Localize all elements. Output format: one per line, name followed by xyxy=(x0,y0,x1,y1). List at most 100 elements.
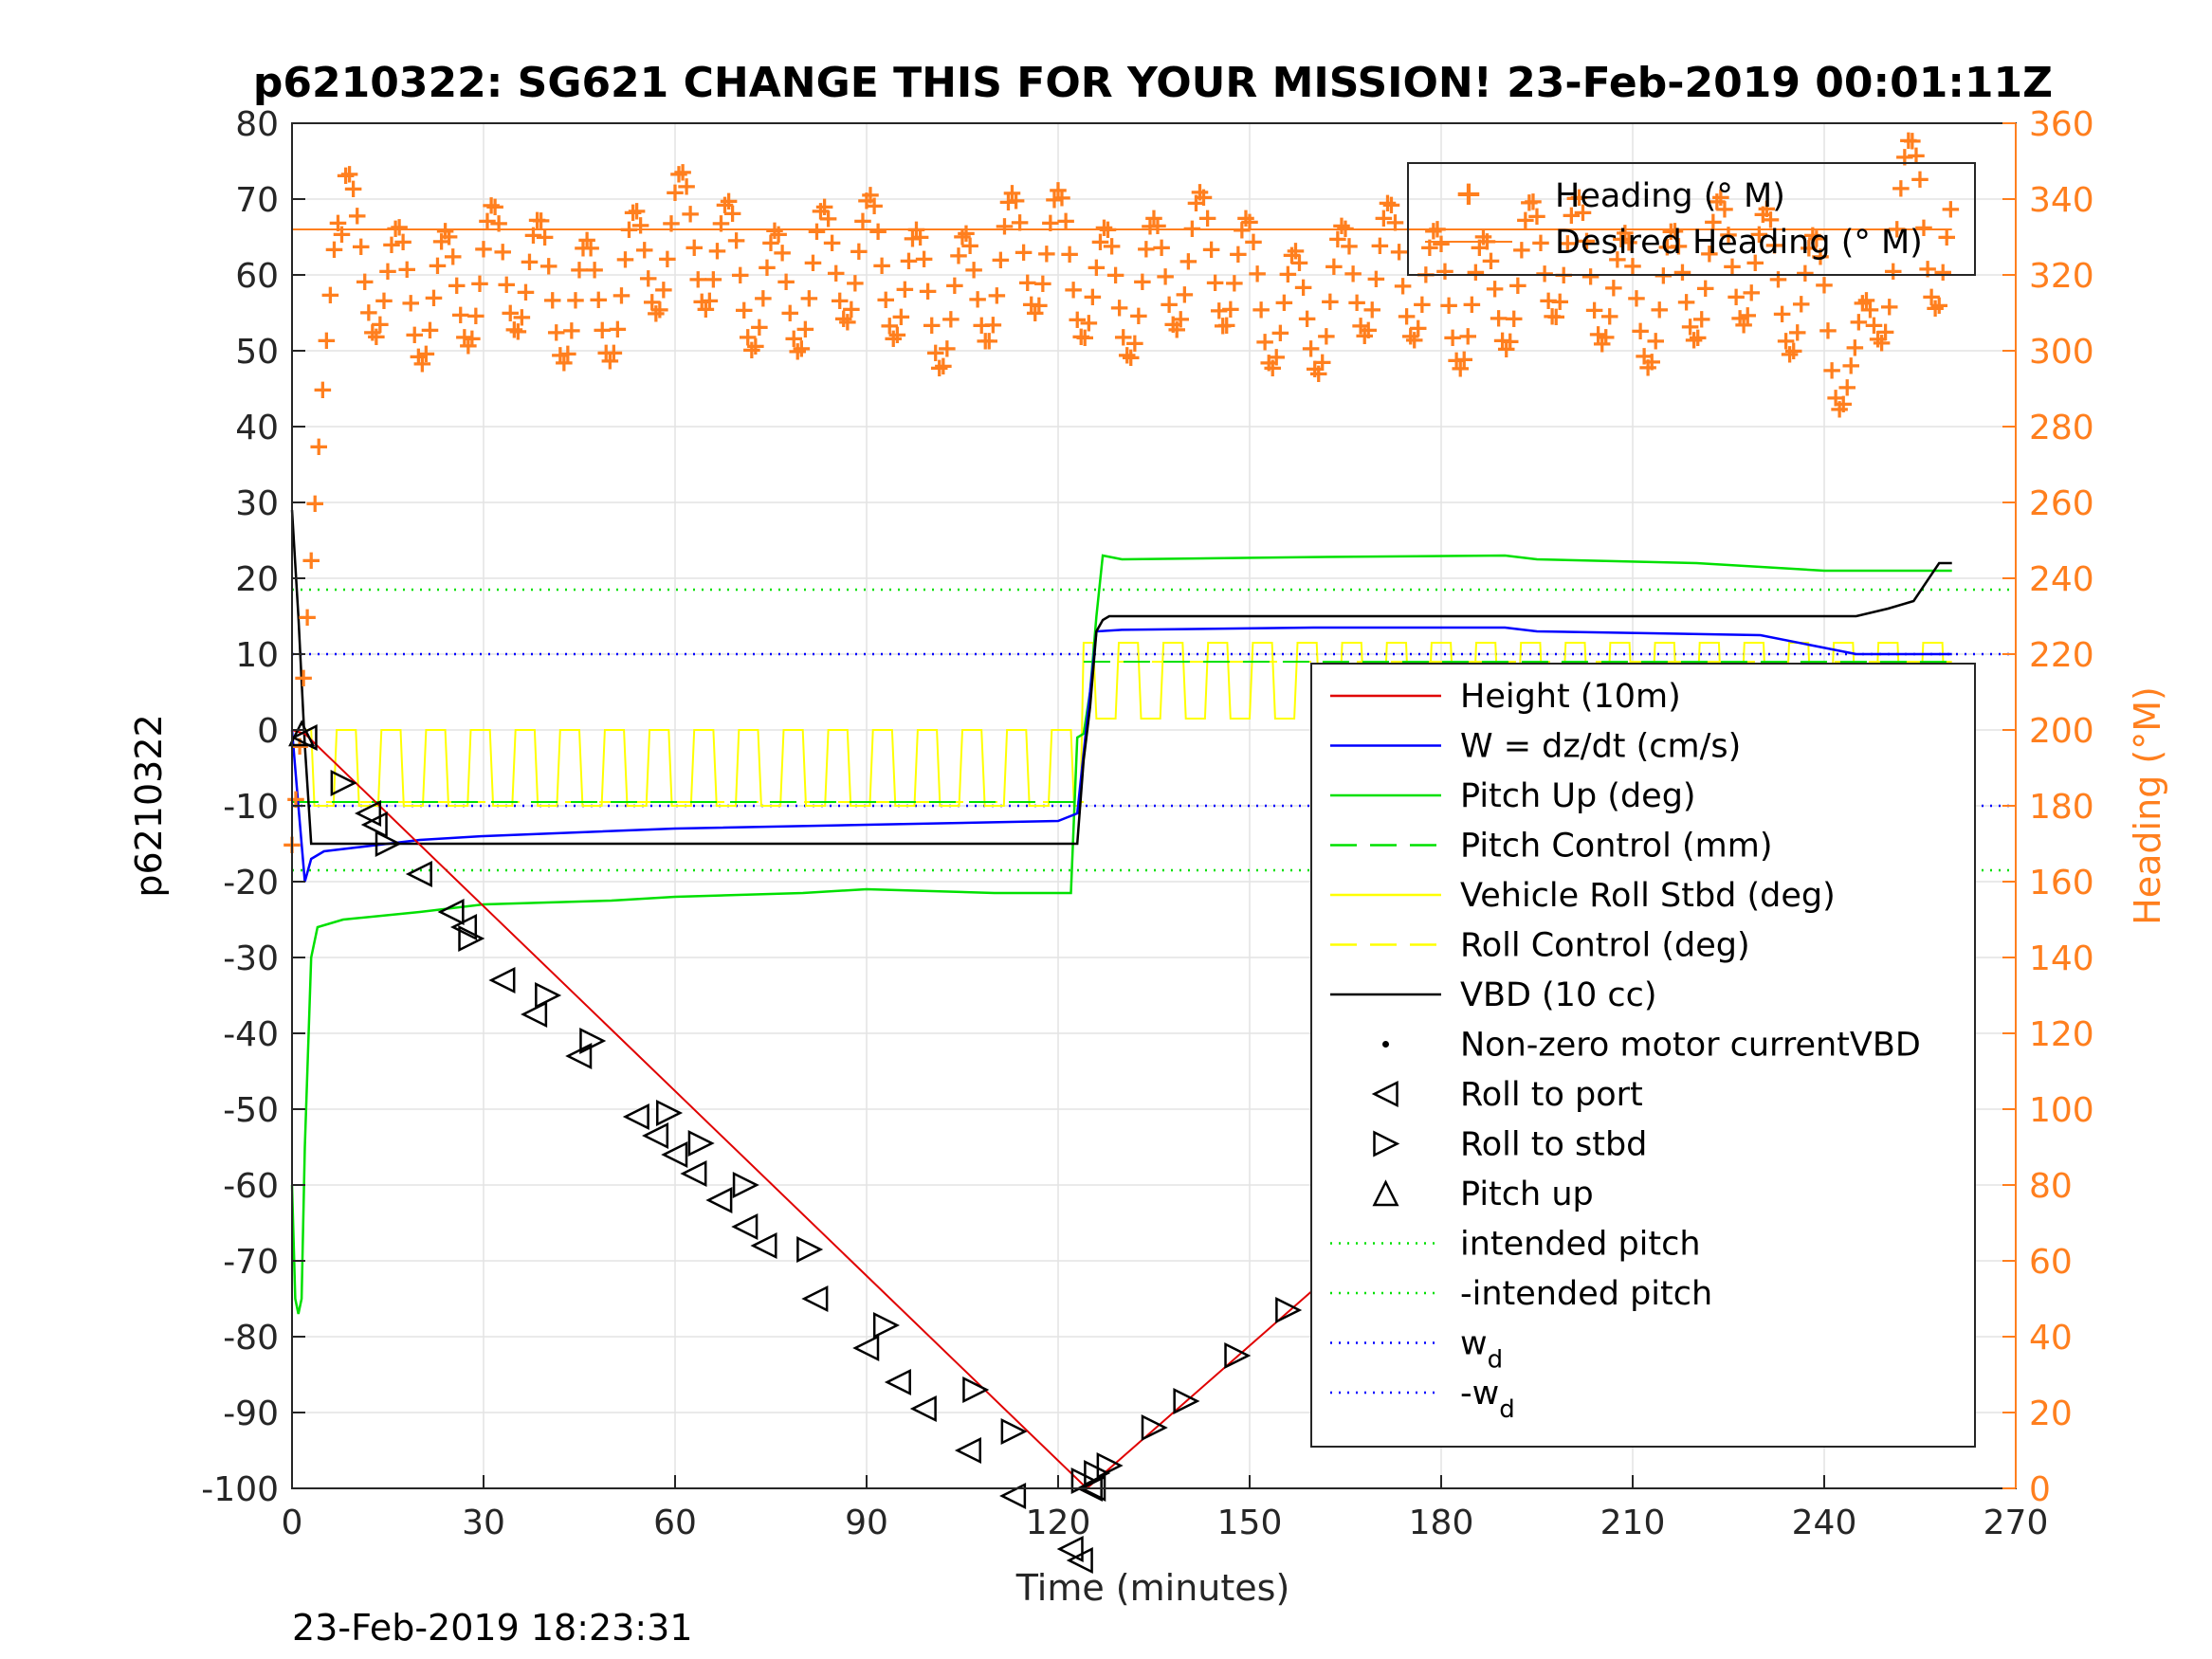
heading-point: + xyxy=(1672,256,1693,287)
heading-point: + xyxy=(994,210,1015,241)
heading-point: + xyxy=(1365,263,1387,294)
heading-point: + xyxy=(1713,193,1735,225)
heading-point: + xyxy=(453,320,475,352)
heading-point: + xyxy=(855,184,877,215)
pitch-control-series xyxy=(292,661,1952,803)
heading-point: + xyxy=(335,159,356,191)
heading-point: + xyxy=(1491,324,1513,356)
heading-point: + xyxy=(1790,287,1812,319)
heading-point: + xyxy=(354,265,375,297)
heading-point: + xyxy=(703,263,724,294)
heading-point: + xyxy=(461,322,483,354)
heading-point: + xyxy=(1916,253,1938,284)
y-left-tick-label: -20 xyxy=(223,864,279,902)
heading-point: + xyxy=(1614,216,1636,247)
heading-point: + xyxy=(541,284,563,316)
roll-to-stbd-marker xyxy=(687,1129,715,1158)
heading-point: + xyxy=(1212,309,1234,340)
y-left-tick-label: -10 xyxy=(223,788,279,827)
x-tick-label: 120 xyxy=(1026,1504,1091,1542)
heading-point: + xyxy=(1200,233,1222,264)
y-right-tick-label: 320 xyxy=(2029,257,2094,296)
y-left-tick-label: 20 xyxy=(235,560,279,599)
legend-label: intended pitch xyxy=(1460,1226,1701,1264)
roll-to-stbd-marker xyxy=(1096,1451,1124,1480)
y-left-tick-label: -100 xyxy=(201,1470,279,1509)
heading-point: + xyxy=(500,297,521,328)
heading-point: + xyxy=(928,352,950,383)
legend-swatch xyxy=(1373,1130,1400,1158)
heading-point: + xyxy=(1522,185,1544,216)
heading-point: + xyxy=(1728,301,1750,333)
heading-point: + xyxy=(1009,207,1031,238)
heading-point: + xyxy=(1549,285,1571,317)
heading-point: + xyxy=(959,229,980,261)
heading-point: + xyxy=(434,215,456,246)
heading-point: + xyxy=(683,231,704,263)
heading-point: + xyxy=(384,212,406,244)
y-left-tick-label: -70 xyxy=(223,1243,279,1282)
heading-point: + xyxy=(1388,236,1410,267)
heading-point: + xyxy=(1001,176,1023,208)
heading-point: + xyxy=(1928,289,1949,320)
heading-point: + xyxy=(667,158,689,190)
heading-point: + xyxy=(503,314,525,345)
heading-point: + xyxy=(534,221,556,252)
heading-point: + xyxy=(511,301,533,333)
heading-point: + xyxy=(614,244,636,275)
heading-point: + xyxy=(1683,324,1705,356)
heading-point: + xyxy=(595,337,617,368)
legend-desired-heading-label: Desired Heading (° M) xyxy=(1555,224,1923,262)
heading-point: + xyxy=(848,235,869,266)
heading-point: + xyxy=(1817,314,1838,345)
heading-point: + xyxy=(622,196,644,228)
heading-point: + xyxy=(1859,294,1881,325)
heading-point: + xyxy=(1633,339,1654,371)
heading-point: + xyxy=(1296,302,1318,334)
heading-point: + xyxy=(1013,236,1034,267)
heading-point: + xyxy=(1805,223,1827,254)
heading-point: + xyxy=(1828,392,1850,424)
roll-to-stbd-marker xyxy=(1070,1467,1098,1495)
heading-point: + xyxy=(365,320,387,352)
roll-to-stbd-marker xyxy=(579,1027,607,1055)
heading-point: + xyxy=(1717,218,1739,249)
roll-to-port-marker xyxy=(661,1140,688,1169)
heading-point: + xyxy=(1150,231,1172,263)
legend-swatch xyxy=(1372,1179,1399,1207)
heading-point: + xyxy=(1422,214,1444,246)
heading-point: + xyxy=(1216,309,1237,340)
heading-point: + xyxy=(1572,196,1594,228)
y-left-tick-label: 60 xyxy=(235,257,279,296)
heading-point: + xyxy=(1687,321,1709,353)
heading-point: + xyxy=(802,246,824,278)
heading-point: + xyxy=(859,178,881,210)
heading-point: + xyxy=(522,219,544,250)
heading-point: + xyxy=(748,311,770,342)
x-tick-label: 0 xyxy=(282,1504,303,1542)
heading-point: + xyxy=(357,297,379,328)
heading-point: + xyxy=(1043,183,1065,214)
heading-point: + xyxy=(338,157,360,189)
heading-point: + xyxy=(913,243,935,274)
heading-point: + xyxy=(373,284,394,316)
y-left-tick-label: 50 xyxy=(235,333,279,372)
heading-point: + xyxy=(1533,258,1555,289)
heading-point: + xyxy=(1161,308,1183,339)
x-tick-label: 210 xyxy=(1600,1504,1666,1542)
heading-point: + xyxy=(1238,206,1260,237)
heading-point: + xyxy=(1051,182,1072,213)
heading-point: + xyxy=(346,199,368,230)
heading-point: + xyxy=(1434,255,1455,286)
heading-point: + xyxy=(1698,237,1720,268)
heading-point: + xyxy=(778,297,800,328)
heading-point: + xyxy=(1062,273,1084,304)
y-right-tick-label: 300 xyxy=(2029,333,2094,372)
heading-point: + xyxy=(1039,207,1061,238)
heading-point: + xyxy=(725,224,747,255)
heading-point: + xyxy=(1035,237,1057,268)
heading-point: + xyxy=(1227,238,1249,269)
roll-to-port-marker xyxy=(488,966,516,994)
heading-point: + xyxy=(810,195,832,227)
heading-point: + xyxy=(1170,302,1192,334)
